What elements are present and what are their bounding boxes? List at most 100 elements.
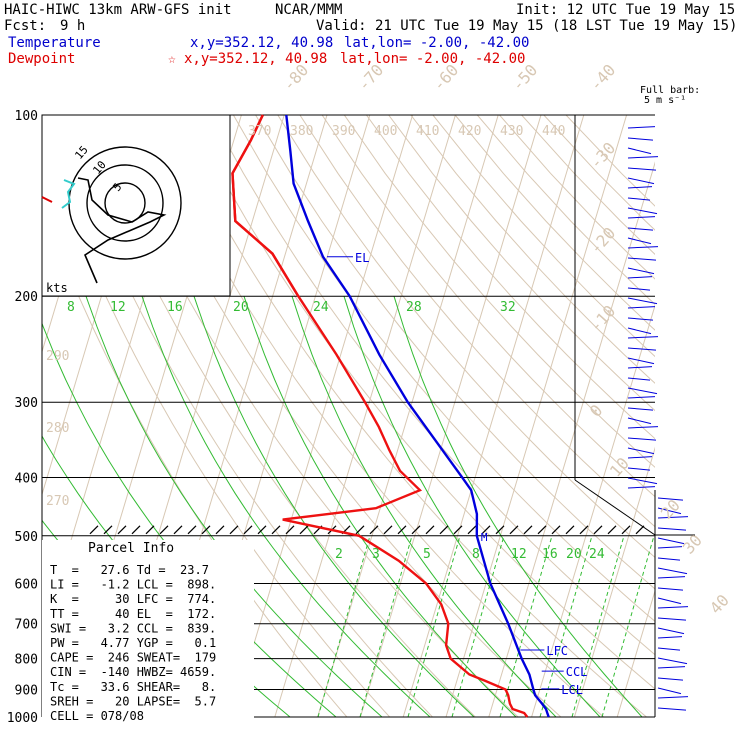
isotherm-line (402, 115, 585, 717)
hatch-mark (215, 525, 225, 535)
dewpoint-latlon: lat,lon= -2.00, -42.00 (340, 51, 525, 67)
wind-barb-stem (627, 167, 657, 171)
wind-barb-stem (657, 576, 686, 579)
wind-barb-stem (627, 447, 655, 455)
hatch-mark (397, 525, 407, 535)
isotherm-line (573, 446, 655, 717)
parcel-marker-label: CCL (566, 665, 588, 679)
dewpoint-legend: Dewpoint (8, 51, 75, 67)
fcst-value: 9 h (60, 18, 85, 34)
hatch-mark (243, 525, 253, 535)
wind-barb-stem (657, 606, 689, 609)
wind-barb-stem (627, 467, 651, 471)
theta-label: 440 (542, 124, 565, 139)
wind-barb-stem (657, 657, 688, 665)
hodograph-ring (104, 182, 146, 224)
theta-label: 410 (416, 124, 439, 139)
mixing-ratio-label-upper: 12 (110, 300, 126, 315)
dry-adiabat-line (166, 115, 647, 717)
wind-barb-stem (627, 437, 657, 441)
hatch-mark (537, 525, 547, 535)
mixing-ratio-label-lower: 24 (589, 547, 605, 562)
hatch-mark (117, 525, 127, 535)
hatch-mark (411, 525, 421, 535)
parcel-info-row: K = 30 LFC = 774. (50, 592, 216, 606)
wind-barb-stem (627, 137, 654, 141)
wind-barb-stem (627, 306, 656, 309)
mixing-ratio-label-lower: 8 (472, 547, 480, 562)
init-time: Init: 12 UTC Tue 19 May 15 (516, 2, 735, 18)
dewpoint-location: x,y=352.12, 40.98 (184, 51, 327, 67)
wind-barb-stem (657, 507, 682, 515)
wind-barb-stem (627, 276, 653, 279)
soundings-over-inset (231, 114, 300, 297)
hatch-mark (285, 525, 295, 535)
hatch-mark (607, 525, 617, 535)
wind-barb-stem (627, 257, 657, 261)
theta-left-label: 270 (46, 494, 69, 509)
barb-legend-line1: Full barb: (640, 85, 700, 96)
parcel-info-title: Parcel Info (88, 541, 174, 556)
pressure-tick-label: 700 (15, 618, 38, 633)
wind-barb-stem (657, 677, 684, 681)
theta-left-label: 290 (46, 349, 69, 364)
hodograph-ring (86, 164, 164, 242)
temperature-latlon: lat,lon= -2.00, -42.00 (344, 35, 529, 51)
wind-barb-stem (657, 687, 682, 695)
wind-barb-stem (657, 516, 689, 519)
mixing-ratio-label-lower: 12 (511, 547, 527, 562)
wind-barb-stem (657, 647, 681, 651)
isotherm-label: -20 (586, 223, 619, 257)
wind-barb-stem (627, 366, 653, 369)
wind-barb-stem (627, 456, 653, 459)
isotherm-label: 0 (586, 401, 607, 421)
wind-barb-stem (627, 246, 659, 249)
hodograph-trace-top (61, 179, 76, 209)
frame-diagonal (574, 479, 656, 536)
mixing-ratio-dashed-line (571, 535, 625, 717)
parcel-marker-label: EL (355, 251, 369, 265)
theta-label: 420 (458, 124, 481, 139)
pressure-tick-label: 600 (15, 577, 38, 592)
parcel-info-row: CAPE = 246 SWEAT= 179 (50, 651, 216, 665)
isotherm-line (359, 115, 542, 717)
wind-barb-stem (627, 377, 651, 381)
wind-barb-stem (627, 486, 656, 489)
dry-adiabat-line (476, 115, 655, 305)
isotherm-line (445, 115, 628, 717)
hatch-mark (187, 525, 197, 535)
hatch-mark (257, 525, 267, 535)
wind-barb-stem (627, 336, 659, 339)
hatch-mark (299, 525, 309, 535)
mixing-ratio-label-upper: 8 (67, 300, 75, 315)
hatch-mark (593, 525, 603, 535)
hatch-mark (495, 525, 505, 535)
isotherm-line (488, 161, 655, 717)
mixing-ratio-label-lower: 5 (423, 547, 431, 562)
parcel-info-row: SWI = 3.2 CCL = 839. (50, 621, 216, 635)
hodograph-trace (77, 177, 167, 284)
hatch-mark (551, 525, 561, 535)
theta-label: 380 (290, 124, 313, 139)
wind-barb-stem (657, 636, 683, 639)
pressure-tick-label: 400 (15, 471, 38, 486)
model-title: HAIC-HIWC 13km ARW-GFS init (4, 2, 232, 18)
dry-adiabat-line (77, 115, 476, 717)
theta-left-label: 280 (46, 421, 69, 436)
mixing-ratio-dashed-line (407, 535, 461, 717)
hatch-mark (369, 525, 379, 535)
mixing-ratio-label-lower: 16 (542, 547, 558, 562)
isotherm-line (531, 303, 655, 717)
hatch-mark (271, 525, 281, 535)
hatch-mark (229, 525, 239, 535)
isotherm-line (616, 589, 655, 717)
wind-barb-stem (657, 587, 684, 591)
pressure-tick-label: 1000 (7, 711, 38, 726)
dry-adiabat-line (343, 115, 655, 468)
theta-label: 400 (374, 124, 397, 139)
isotherm-label: 40 (706, 591, 733, 618)
isotherm-line (660, 115, 740, 717)
